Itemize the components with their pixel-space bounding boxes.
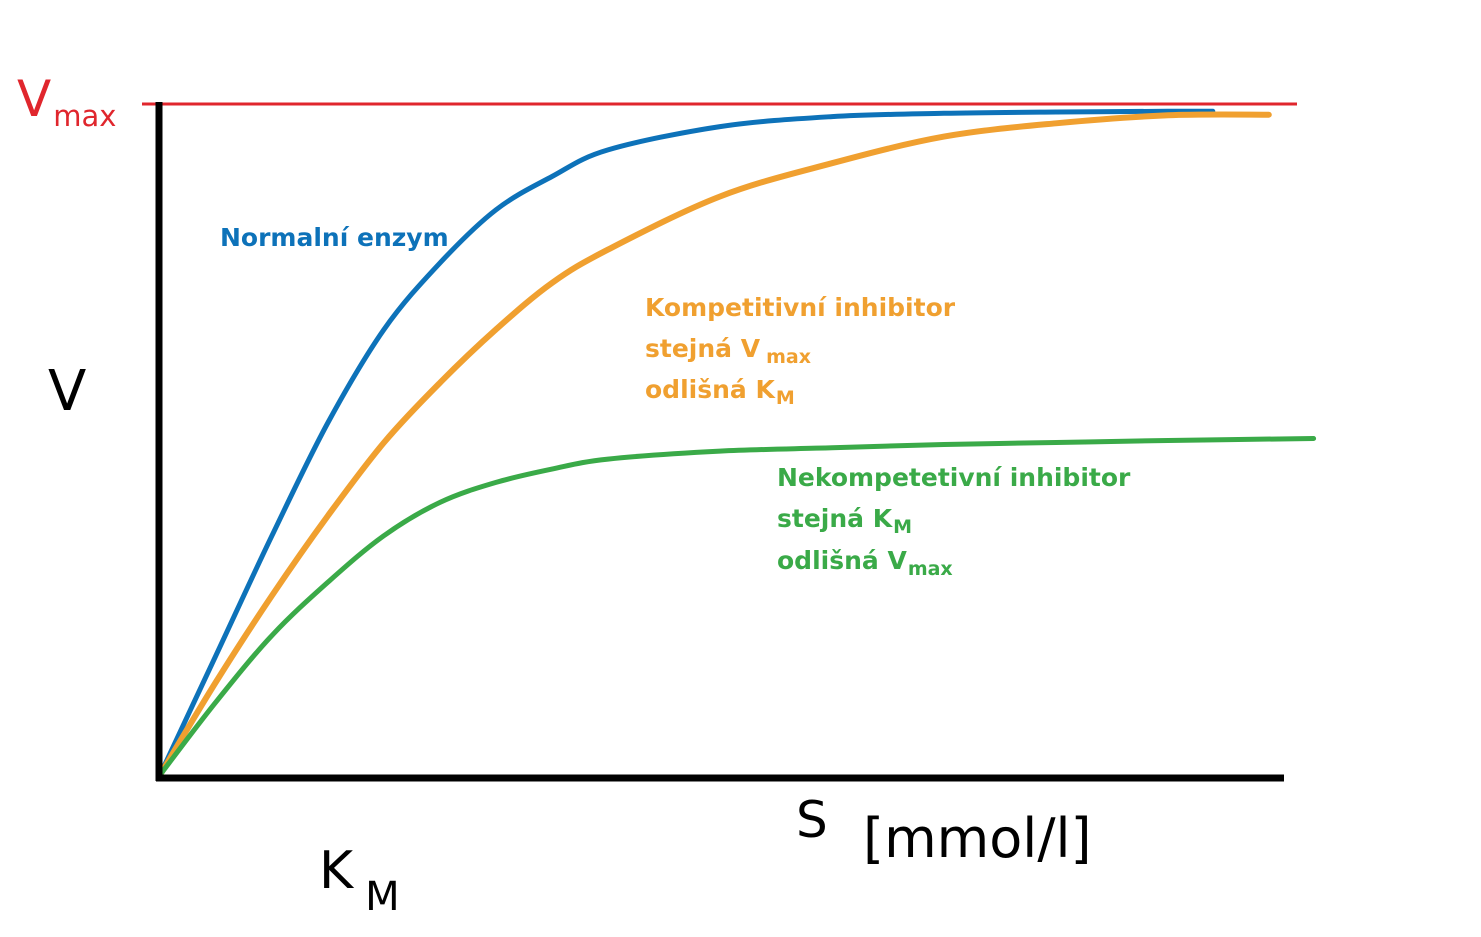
- annotation-noncompetitive-line2-main: stejná K: [777, 504, 894, 533]
- annotation-competitive-line3: odlišná KM: [645, 375, 795, 409]
- annotation-noncompetitive-line3-main: odlišná V: [777, 546, 907, 575]
- annotation-normal-enzyme: Normalní enzym: [220, 223, 449, 252]
- annotation-noncompetitive-line3-sub: max: [908, 558, 953, 580]
- annotation-noncompetitive-line2: stejná KM: [777, 504, 912, 538]
- vmax-label-sub: max: [53, 99, 116, 133]
- annotation-competitive-line3-main: odlišná K: [645, 375, 776, 404]
- annotation-noncompetitive-line1: Nekompetetivní inhibitor: [777, 463, 1131, 492]
- annotation-competitive-line2-sub: max: [766, 346, 811, 368]
- annotation-noncompetitive-line3: odlišná Vmax: [777, 546, 953, 580]
- annotation-competitive-line3-sub: M: [776, 387, 795, 409]
- km-label-main: K: [319, 841, 355, 901]
- annotation-noncompetitive-inhibitor: Nekompetetivní inhibitor stejná KM odliš…: [777, 463, 1131, 580]
- series-line-normal-enzyme: [157, 108, 1216, 778]
- x-axis-unit: [mmol/l]: [863, 807, 1092, 870]
- series-line-noncompetitive-inhibitor: [157, 436, 1317, 778]
- y-axis-label: V: [48, 359, 86, 424]
- annotation-competitive-line2-main: stejná V: [645, 334, 761, 363]
- annotation-noncompetitive-line2-sub: M: [893, 516, 912, 538]
- series-line-competitive-inhibitor: [157, 111, 1272, 778]
- km-label-sub: M: [365, 874, 400, 920]
- x-axis-label: S: [796, 791, 828, 849]
- vmax-label: Vmax: [17, 70, 116, 133]
- annotation-competitive-line1: Kompetitivní inhibitor: [645, 293, 956, 322]
- vmax-label-main: V: [17, 70, 51, 128]
